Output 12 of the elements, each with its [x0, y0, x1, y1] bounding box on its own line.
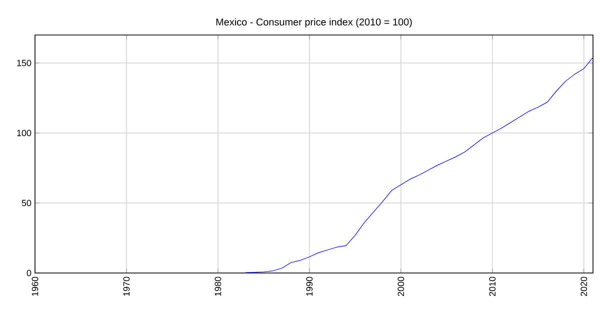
- x-tick-label: 1980: [214, 276, 222, 296]
- y-tick-label: 50: [22, 200, 32, 206]
- y-tick-label: 0: [26, 270, 32, 276]
- x-tick-label: 1970: [123, 276, 130, 296]
- chart-title: Mexico - Consumer price index (2010 = 100): [216, 18, 412, 28]
- x-tick-label: 2000: [398, 276, 404, 296]
- x-tick-label: 1990: [306, 276, 313, 296]
- x-tick-label: 2020: [580, 276, 588, 296]
- y-tick-label: 150: [17, 60, 32, 66]
- y-tick-label: 100: [17, 130, 32, 136]
- x-tick-label: 2010: [489, 276, 496, 296]
- x-tick-label: 1960: [32, 276, 38, 296]
